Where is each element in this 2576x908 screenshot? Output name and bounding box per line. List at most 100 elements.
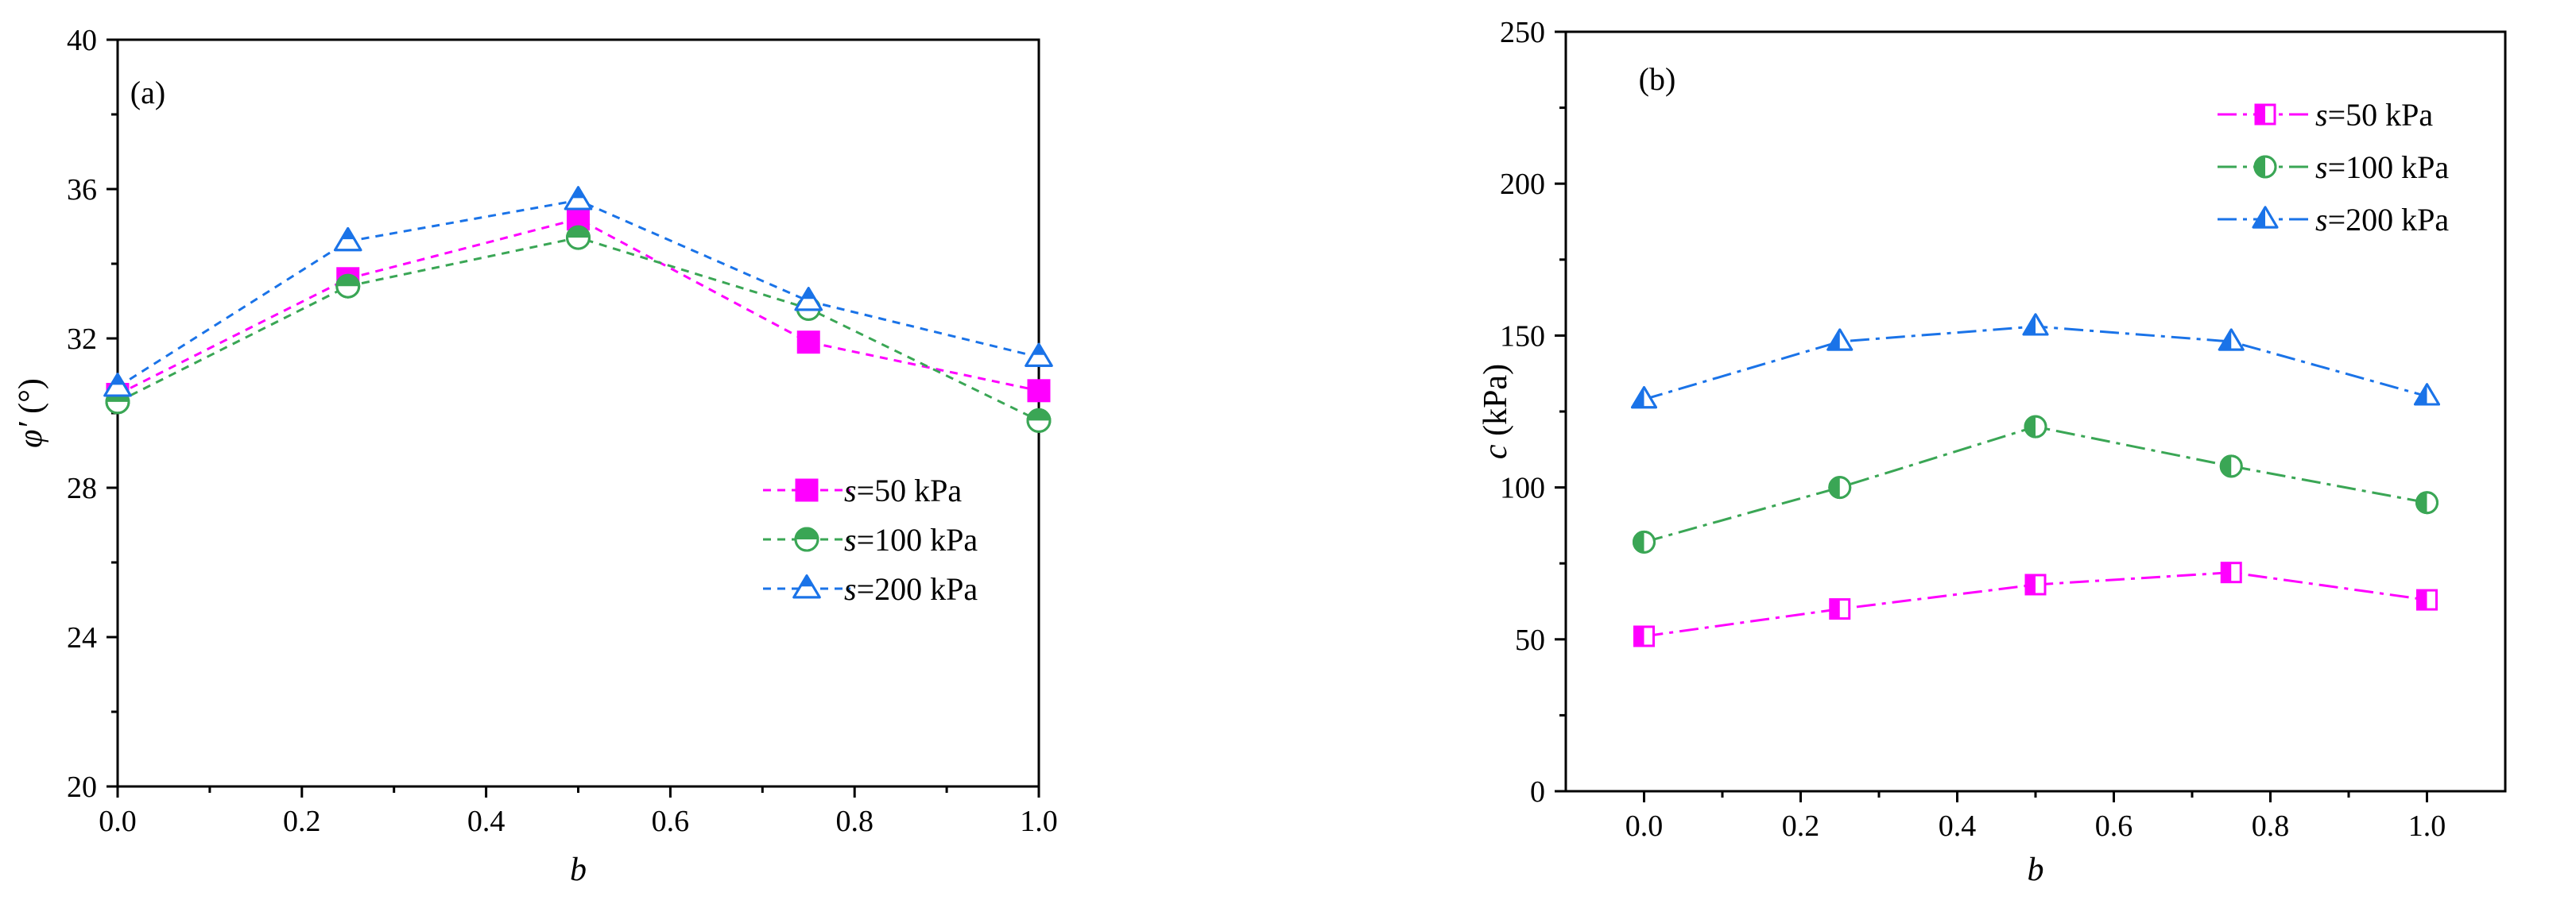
marker-fill	[2417, 590, 2427, 610]
marker-outline	[566, 225, 591, 250]
data-point	[1025, 342, 1053, 367]
data-point	[2022, 313, 2049, 336]
x-tick-label: 0.6	[652, 805, 690, 838]
data-point	[1829, 598, 1851, 620]
marker-outline	[1026, 408, 1052, 433]
y-tick-label: 28	[67, 472, 97, 505]
data-point	[2220, 562, 2242, 584]
y-axis-symbol: c	[1478, 444, 1514, 459]
marker-outline	[2219, 454, 2243, 478]
legend-item: s=50 kPa	[2218, 97, 2433, 133]
marker-outline	[2414, 383, 2440, 406]
legend-rest: =100 kPa	[857, 522, 978, 558]
marker-fill	[800, 575, 814, 587]
legend-var: s	[2315, 149, 2328, 185]
legend-marker	[2253, 155, 2277, 179]
marker-outline	[2252, 206, 2279, 229]
legend-var: s	[844, 473, 857, 508]
marker-fill	[2026, 574, 2036, 594]
data-point	[334, 226, 362, 252]
marker-fill	[2222, 562, 2232, 582]
x-tick-label: 0.6	[2095, 809, 2133, 843]
panel-label: (b)	[1639, 61, 1676, 97]
y-tick-label: 200	[1500, 168, 1545, 201]
legend-label: s=100 kPa	[2315, 149, 2449, 185]
marker-body	[1027, 379, 1051, 403]
x-tick-label: 1.0	[1020, 805, 1058, 838]
y-tick-label: 0	[1530, 775, 1545, 809]
y-axis-title: φ′ (°)	[13, 378, 49, 448]
legend-label: s=50 kPa	[844, 473, 962, 508]
legend-item: s=200 kPa	[763, 571, 978, 607]
legend-rest: =100 kPa	[2328, 149, 2450, 185]
y-tick-label: 50	[1515, 624, 1545, 657]
marker-fill	[1032, 344, 1046, 355]
marker-fill	[1830, 599, 1840, 619]
legend-marker	[795, 478, 819, 502]
legend-item: s=200 kPa	[2218, 202, 2449, 238]
y-axis-unit: (kPa)	[1478, 364, 1514, 444]
data-point	[1631, 386, 1657, 409]
marker-outline	[2022, 313, 2049, 336]
x-tick-label: 0.8	[2252, 809, 2290, 843]
data-point	[1026, 408, 1052, 433]
marker-fill	[2256, 105, 2265, 124]
series-line	[1644, 325, 2427, 401]
marker-fill	[571, 187, 585, 199]
marker-outline	[564, 186, 593, 211]
marker-body	[796, 330, 820, 354]
y-axis-title: c (kPa)	[1478, 364, 1514, 459]
x-tick-label: 0.4	[1939, 809, 1977, 843]
marker-outline	[2218, 328, 2245, 351]
x-tick-label: 0.4	[467, 805, 506, 838]
series-1	[1633, 415, 2438, 554]
series-0	[1633, 562, 2438, 647]
marker-outline	[794, 527, 819, 552]
data-point	[1633, 625, 1655, 647]
series-2	[103, 186, 1053, 397]
legend-var: s	[2315, 202, 2328, 238]
marker-outline	[2253, 155, 2277, 179]
data-point	[2415, 491, 2438, 515]
data-point	[103, 373, 132, 397]
y-tick-label: 32	[67, 323, 97, 356]
marker-outline	[794, 287, 823, 311]
legend-var: s	[844, 571, 857, 607]
marker-outline	[2024, 415, 2047, 439]
y-axis-symbol: φ′	[13, 422, 49, 448]
x-tick-label: 1.0	[2408, 809, 2446, 843]
marker-outline	[1828, 476, 1852, 500]
data-point	[2414, 383, 2440, 406]
x-tick-label: 0.0	[99, 805, 137, 838]
legend-label: s=100 kPa	[844, 522, 978, 558]
plot-frame	[116, 38, 1040, 788]
data-point	[566, 225, 591, 250]
marker-outline	[1826, 328, 1854, 351]
data-point	[2416, 589, 2438, 611]
y-tick-label: 250	[1500, 16, 1545, 49]
data-point	[794, 287, 823, 311]
data-point	[2219, 454, 2243, 478]
marker-outline	[1633, 530, 1656, 554]
legend-label: s=50 kPa	[2315, 97, 2433, 133]
data-point	[1027, 379, 1051, 403]
legend-marker	[2254, 103, 2276, 126]
legend-rest: =50 kPa	[2328, 97, 2434, 133]
legend-marker	[792, 574, 821, 599]
legend-item: s=100 kPa	[763, 522, 978, 558]
legend-item: s=100 kPa	[2218, 149, 2449, 185]
data-point	[564, 186, 593, 211]
marker-outline	[103, 373, 132, 397]
data-point	[2024, 415, 2047, 439]
legend-rest: =50 kPa	[857, 473, 963, 508]
marker-fill	[1634, 626, 1644, 646]
marker-body	[795, 478, 819, 502]
data-point	[2218, 328, 2245, 351]
series-2	[1631, 313, 2440, 409]
legend-marker	[794, 527, 819, 552]
data-point	[335, 273, 361, 299]
series-line	[117, 218, 1040, 396]
y-axis-unit: (°)	[13, 378, 49, 422]
